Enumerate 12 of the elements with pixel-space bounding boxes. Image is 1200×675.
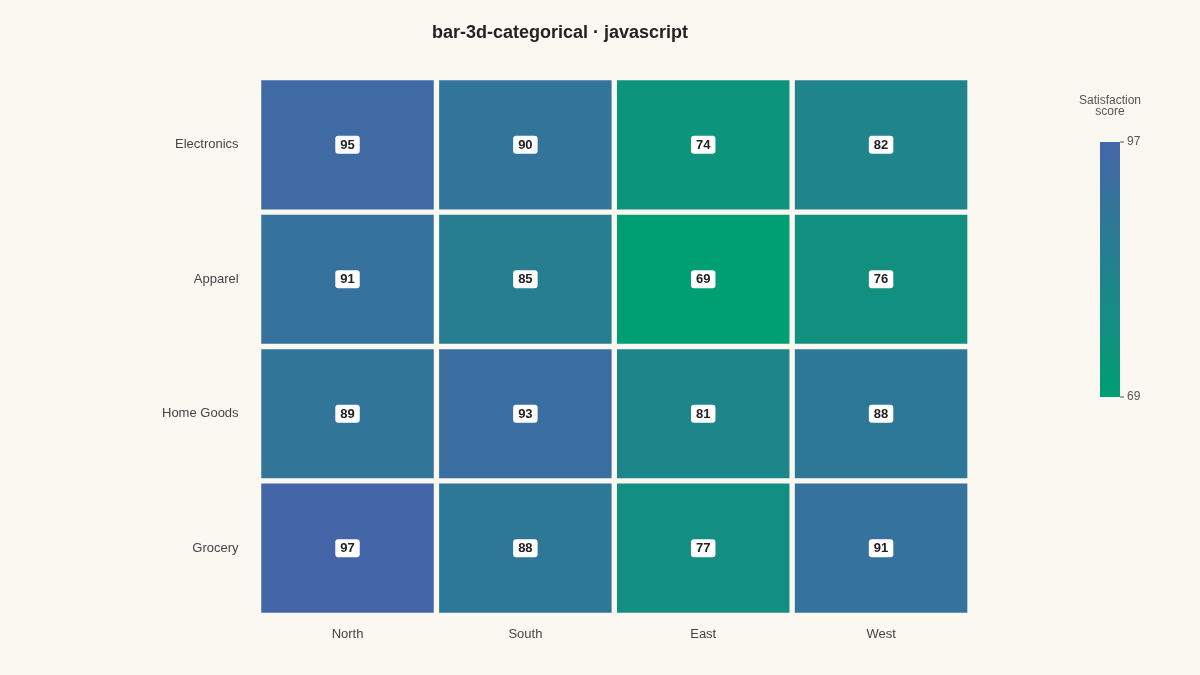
color-bar-label: 69 [1127,389,1141,404]
y-tick-label: Apparel [193,270,239,286]
x-tick-label: East [690,625,717,641]
x-tick-label: South [508,625,543,641]
y-tick-label: Electronics [175,136,240,152]
x-tick-label: North [331,625,364,641]
y-tick-label: Home Goods [162,405,240,421]
chart-title: bar-3d-categorical · javascript [431,21,689,42]
y-tick-label: Grocery [192,539,240,555]
color-bar-label: 97 [1127,134,1141,149]
color-bar-title: Satisfaction score [1078,93,1142,118]
x-tick-label: West [866,625,897,641]
